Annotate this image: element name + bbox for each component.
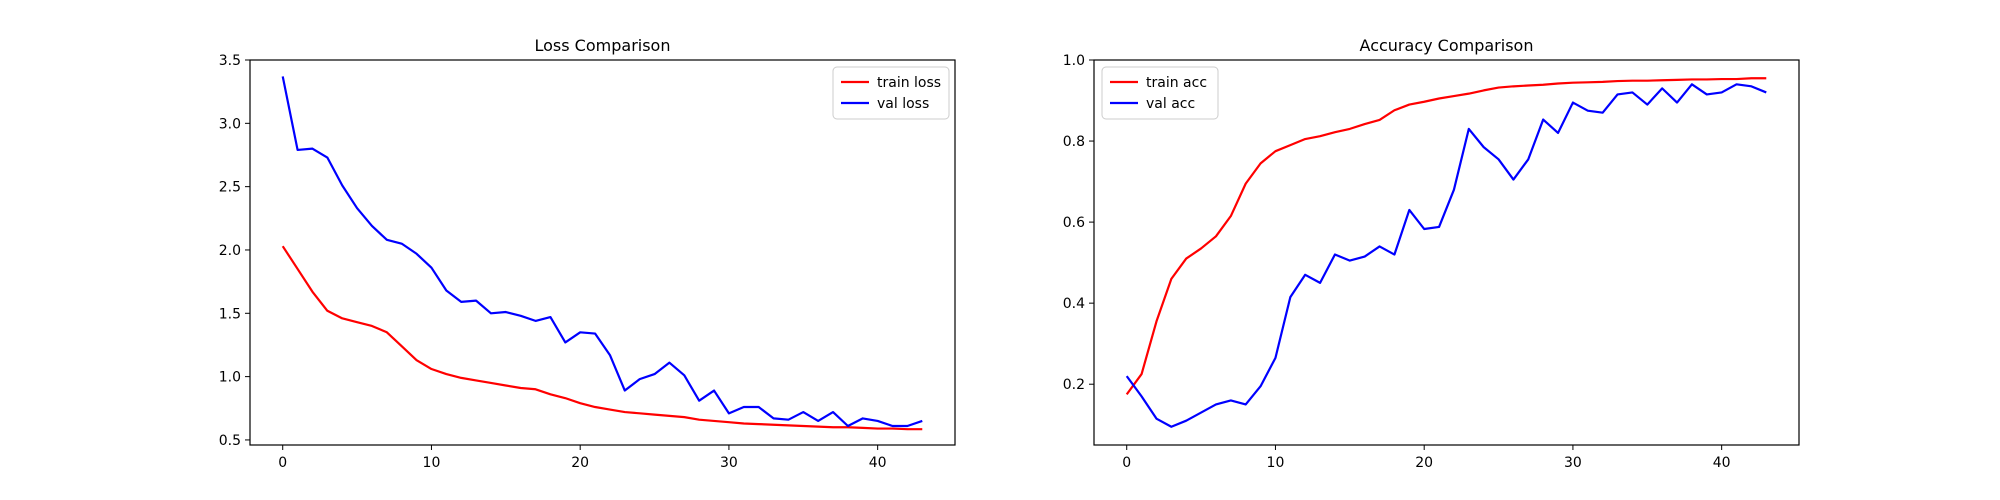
legend-label: train loss [877,75,941,91]
chart-title: Accuracy Comparison [1360,36,1534,55]
axes-frame [1093,59,1800,446]
y-tick-label: 1.0 [1063,53,1085,69]
x-tick-label: 20 [1415,455,1433,471]
x-tick-label: 0 [278,455,287,471]
x-tick-label: 40 [869,455,887,471]
y-tick-label: 3.5 [219,53,241,69]
y-tick-label: 3.0 [219,116,241,132]
series-line-val-loss [281,76,923,428]
x-tick-label: 30 [1564,455,1582,471]
x-tick-label: 20 [571,455,589,471]
chart-title: Loss Comparison [535,36,671,55]
x-tick-label: 10 [423,455,441,471]
legend-box [832,66,950,120]
y-tick-label: 1.0 [219,370,241,386]
x-tick-label: 0 [1122,455,1131,471]
y-tick-label: 1.5 [219,306,241,322]
chart-1: Accuracy Comparison 0 10 20 30 40 0.2 0.4 0.6 0.8… [1063,36,1800,471]
chart-0: Loss Comparison 0 10 20 30 40 0.5 1.0 1.5 2.0 2.5 3… [219,36,956,471]
y-tick-label: 2.0 [219,243,241,259]
series-line-train-loss [281,245,923,431]
y-tick-label: 0.4 [1063,296,1085,312]
x-tick-label: 10 [1267,455,1285,471]
legend-label: train acc [1146,75,1207,91]
series-line-val-acc [1125,83,1767,428]
y-tick-label: 0.6 [1063,215,1085,231]
legend-label: val loss [877,96,929,112]
x-tick-label: 30 [720,455,738,471]
series-line-train-acc [1125,77,1767,395]
y-tick-label: 0.5 [219,433,241,449]
y-tick-label: 0.2 [1063,377,1085,393]
legend: train acc val acc [1101,66,1219,120]
x-tick-label: 40 [1713,455,1731,471]
y-tick-label: 0.8 [1063,134,1085,150]
y-tick-label: 2.5 [219,180,241,196]
axes-frame [249,59,956,446]
legend: train loss val loss [832,66,950,120]
legend-box [1101,66,1219,120]
legend-label: val acc [1146,96,1195,112]
